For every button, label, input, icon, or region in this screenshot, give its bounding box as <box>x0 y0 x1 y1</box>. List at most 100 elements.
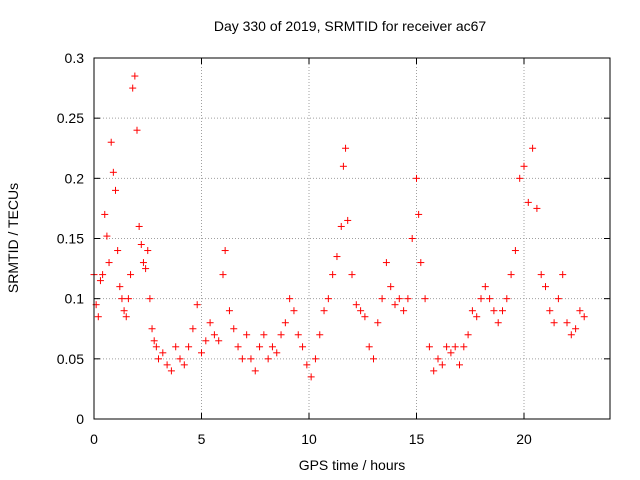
data-point <box>159 349 167 357</box>
data-point <box>434 355 442 363</box>
data-point <box>438 361 446 369</box>
data-point <box>337 222 345 230</box>
data-point <box>559 271 567 279</box>
data-point <box>507 271 515 279</box>
data-point <box>148 325 156 333</box>
data-point <box>219 271 227 279</box>
data-point <box>230 325 238 333</box>
data-point <box>511 247 519 255</box>
data-point <box>348 271 356 279</box>
data-point <box>316 331 324 339</box>
data-point <box>430 367 438 375</box>
data-point <box>124 295 132 303</box>
data-point <box>198 349 205 357</box>
data-point <box>413 174 420 182</box>
data-point <box>421 295 429 303</box>
data-point <box>370 355 377 363</box>
data-point <box>163 361 171 369</box>
data-point <box>112 186 119 194</box>
data-point <box>180 361 188 369</box>
data-point <box>185 343 193 351</box>
data-point <box>563 319 571 327</box>
data-point <box>94 313 102 321</box>
x-tick-label: 15 <box>409 431 425 447</box>
data-point <box>107 138 115 146</box>
data-point <box>142 265 150 273</box>
data-point <box>116 283 124 291</box>
data-point <box>277 331 285 339</box>
data-point <box>329 271 337 279</box>
data-point <box>234 343 242 351</box>
x-tick-label: 10 <box>301 431 317 447</box>
data-point <box>193 301 201 309</box>
data-point <box>320 307 328 315</box>
data-point <box>447 349 455 357</box>
data-point <box>176 355 184 363</box>
data-point <box>415 210 423 218</box>
data-point <box>464 331 472 339</box>
x-tick-label: 0 <box>90 431 98 447</box>
data-point <box>307 373 315 381</box>
data-point <box>206 319 214 327</box>
data-point <box>135 222 143 230</box>
data-point <box>533 204 541 212</box>
data-point <box>286 295 294 303</box>
data-point <box>189 325 197 333</box>
data-point <box>473 313 481 321</box>
data-point <box>264 355 272 363</box>
data-point <box>120 307 128 315</box>
data-point <box>580 313 588 321</box>
y-tick-label: 0.15 <box>57 231 84 247</box>
data-point <box>494 319 502 327</box>
data-point <box>238 355 246 363</box>
data-point <box>118 295 126 303</box>
data-point <box>503 295 511 303</box>
data-point <box>546 307 554 315</box>
data-point <box>172 343 180 351</box>
data-point <box>391 301 399 309</box>
data-point <box>256 343 264 351</box>
data-point <box>294 331 302 339</box>
data-point <box>99 271 107 279</box>
y-tick-label: 0.05 <box>57 351 84 367</box>
data-point <box>281 319 289 327</box>
data-point <box>374 319 382 327</box>
data-point <box>460 343 468 351</box>
data-point <box>247 355 255 363</box>
data-point <box>361 313 369 321</box>
data-point <box>468 307 476 315</box>
data-point <box>210 331 218 339</box>
data-point <box>101 210 109 218</box>
data-point <box>129 84 137 92</box>
data-point <box>342 144 350 152</box>
data-point <box>127 271 135 279</box>
data-point <box>225 307 233 315</box>
y-axis-label: SRMTID / TECUs <box>5 183 21 293</box>
data-point <box>215 337 223 345</box>
data-point <box>344 216 352 224</box>
data-point <box>221 247 229 255</box>
data-point <box>567 331 575 339</box>
data-point <box>550 319 558 327</box>
data-point <box>268 343 276 351</box>
data-point <box>516 174 524 182</box>
data-point <box>456 361 463 369</box>
data-point <box>339 162 347 170</box>
data-point <box>311 355 319 363</box>
data-point <box>324 295 332 303</box>
data-point <box>243 331 251 339</box>
y-tick-label: 0.2 <box>65 170 85 186</box>
y-tick-label: 0.25 <box>57 110 84 126</box>
data-point <box>251 367 259 375</box>
data-point <box>400 307 408 315</box>
data-point <box>451 343 459 351</box>
data-point <box>499 307 506 315</box>
data-point <box>524 198 532 206</box>
data-point <box>417 259 425 267</box>
data-point <box>537 271 545 279</box>
data-point <box>365 343 373 351</box>
data-point <box>299 343 307 351</box>
grid <box>94 58 610 419</box>
